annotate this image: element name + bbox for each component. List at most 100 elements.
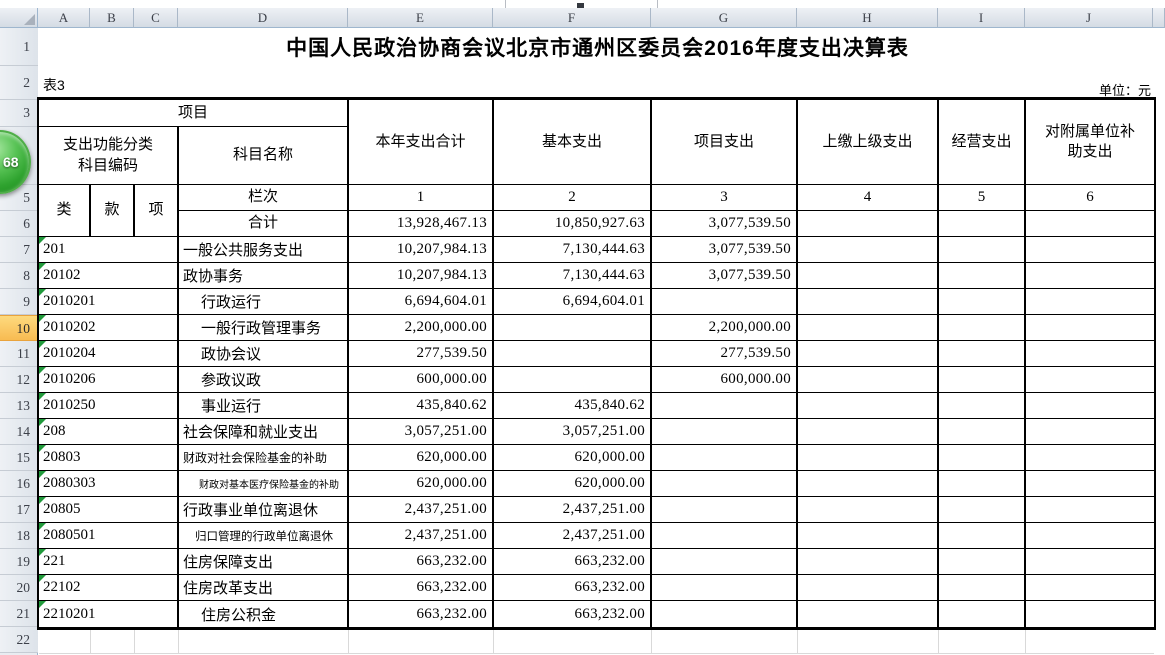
cell-operating[interactable] (939, 315, 1026, 341)
column-header-b[interactable]: B (90, 8, 134, 28)
cell-project[interactable] (652, 549, 798, 575)
column-header-j[interactable]: J (1025, 8, 1153, 28)
total-operating-cell[interactable] (939, 211, 1026, 237)
cell-operating[interactable] (939, 237, 1026, 263)
cell-basic[interactable]: 620,000.00 (494, 445, 652, 471)
cell-total[interactable]: 620,000.00 (349, 445, 494, 471)
cell-upper[interactable] (798, 367, 939, 393)
cell-basic[interactable]: 6,694,604.01 (494, 289, 652, 315)
header-upper-remit[interactable]: 上缴上级支出 (798, 100, 939, 185)
cell-total[interactable]: 2,200,000.00 (349, 315, 494, 341)
cell-operating[interactable] (939, 445, 1026, 471)
cell-operating[interactable] (939, 289, 1026, 315)
cell-project[interactable]: 3,077,539.50 (652, 237, 798, 263)
row-header-20[interactable]: 20 (0, 575, 38, 601)
cell-basic[interactable]: 7,130,444.63 (494, 237, 652, 263)
cell-code[interactable]: 2010202 (39, 315, 179, 341)
cell-operating[interactable] (939, 523, 1026, 549)
cell-subject-name[interactable]: 社会保障和就业支出 (179, 419, 349, 445)
header-colnum-5[interactable]: 5 (939, 185, 1026, 211)
header-colnum-2[interactable]: 2 (494, 185, 652, 211)
table-number-cell[interactable]: 表3 (43, 77, 65, 93)
cell-operating[interactable] (939, 471, 1026, 497)
cell-total[interactable]: 3,057,251.00 (349, 419, 494, 445)
cell-basic[interactable] (494, 315, 652, 341)
cell-total[interactable]: 6,694,604.01 (349, 289, 494, 315)
total-year-cell[interactable]: 13,928,467.13 (349, 211, 494, 237)
cell-project[interactable]: 277,539.50 (652, 341, 798, 367)
cell-subsidy[interactable] (1026, 367, 1154, 393)
sheet-title-cell[interactable]: 中国人民政治协商会议北京市通州区委员会2016年度支出决算表 (286, 37, 909, 60)
cell-code[interactable]: 20102 (39, 263, 179, 289)
cell-code[interactable]: 20805 (39, 497, 179, 523)
cell-operating[interactable] (939, 341, 1026, 367)
column-header-f[interactable]: F (493, 8, 651, 28)
row-header-14[interactable]: 14 (0, 419, 38, 445)
cell-code[interactable]: 201 (39, 237, 179, 263)
cell-code[interactable]: 2210201 (39, 601, 179, 627)
cell-operating[interactable] (939, 419, 1026, 445)
column-header-c[interactable]: C (134, 8, 178, 28)
cell-project[interactable] (652, 601, 798, 627)
cell-project[interactable] (652, 471, 798, 497)
cell-upper[interactable] (798, 601, 939, 627)
cell-upper[interactable] (798, 575, 939, 601)
cell-upper[interactable] (798, 471, 939, 497)
cell-operating[interactable] (939, 575, 1026, 601)
total-upper-cell[interactable] (798, 211, 939, 237)
row-header-12[interactable]: 12 (0, 367, 38, 393)
total-basic-cell[interactable]: 10,850,927.63 (494, 211, 652, 237)
cell-code[interactable]: 2010204 (39, 341, 179, 367)
row-header-15[interactable]: 15 (0, 445, 38, 471)
cell-subject-name[interactable]: 行政事业单位离退休 (179, 497, 349, 523)
cell-upper[interactable] (798, 341, 939, 367)
header-colnum-1[interactable]: 1 (349, 185, 494, 211)
cell-subject-name[interactable]: 政协会议 (179, 341, 349, 367)
cell-subsidy[interactable] (1026, 471, 1154, 497)
header-function-code[interactable]: 支出功能分类 科目编码 (39, 127, 179, 185)
cell-subsidy[interactable] (1026, 419, 1154, 445)
cell-basic[interactable]: 620,000.00 (494, 471, 652, 497)
header-section[interactable]: 款 (91, 185, 135, 237)
column-header-a[interactable]: A (38, 8, 90, 28)
cell-total[interactable]: 10,207,984.13 (349, 263, 494, 289)
header-project-expense[interactable]: 项目支出 (652, 100, 798, 185)
cell-basic[interactable]: 2,437,251.00 (494, 497, 652, 523)
cell-basic[interactable]: 435,840.62 (494, 393, 652, 419)
cell-subsidy[interactable] (1026, 341, 1154, 367)
column-header-d[interactable]: D (178, 8, 348, 28)
column-header-i[interactable]: I (938, 8, 1025, 28)
cell-operating[interactable] (939, 549, 1026, 575)
cell-total[interactable]: 663,232.00 (349, 575, 494, 601)
cell-upper[interactable] (798, 419, 939, 445)
row-header-21[interactable]: 21 (0, 601, 38, 627)
cell-subsidy[interactable] (1026, 445, 1154, 471)
column-header-h[interactable]: H (797, 8, 938, 28)
cell-subject-name[interactable]: 住房保障支出 (179, 549, 349, 575)
cell-project[interactable] (652, 289, 798, 315)
cell-subject-name[interactable]: 行政运行 (179, 289, 349, 315)
cell-code[interactable]: 2010250 (39, 393, 179, 419)
header-project[interactable]: 项目 (39, 100, 349, 127)
cell-subsidy[interactable] (1026, 393, 1154, 419)
cell-code[interactable]: 221 (39, 549, 179, 575)
column-header-g[interactable]: G (651, 8, 797, 28)
row-header-13[interactable]: 13 (0, 393, 38, 419)
cell-project[interactable] (652, 575, 798, 601)
cell-upper[interactable] (798, 523, 939, 549)
header-colnum-4[interactable]: 4 (798, 185, 939, 211)
unit-label-cell[interactable]: 单位：元 (1098, 83, 1151, 98)
header-operating[interactable]: 经营支出 (939, 100, 1026, 185)
header-colnum-3[interactable]: 3 (652, 185, 798, 211)
cell-project[interactable]: 600,000.00 (652, 367, 798, 393)
cell-subject-name[interactable]: 事业运行 (179, 393, 349, 419)
cell-total[interactable]: 10,207,984.13 (349, 237, 494, 263)
cell-upper[interactable] (798, 445, 939, 471)
row-header-9[interactable]: 9 (0, 289, 38, 315)
cell-upper[interactable] (798, 237, 939, 263)
total-subsidy-cell[interactable] (1026, 211, 1154, 237)
cell-subject-name[interactable]: 归口管理的行政单位离退休 (179, 523, 349, 549)
cell-basic[interactable] (494, 341, 652, 367)
cell-subsidy[interactable] (1026, 575, 1154, 601)
cell-subject-name[interactable]: 住房改革支出 (179, 575, 349, 601)
